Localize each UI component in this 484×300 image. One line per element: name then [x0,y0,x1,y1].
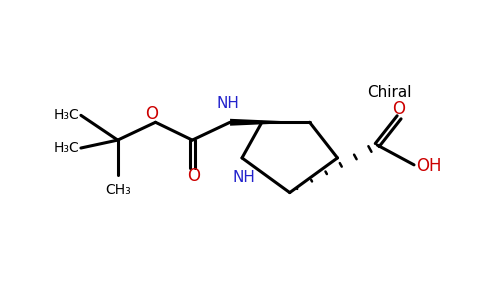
Text: O: O [187,167,200,185]
Text: O: O [393,100,406,118]
Text: H₃C: H₃C [53,108,79,122]
Text: H₃C: H₃C [53,141,79,155]
Text: NH: NH [232,170,256,185]
Text: Chiral: Chiral [367,85,411,100]
Text: O: O [145,105,158,123]
Text: OH: OH [416,157,441,175]
Text: CH₃: CH₃ [105,183,131,197]
Text: NH: NH [217,96,240,111]
Polygon shape [230,119,310,126]
